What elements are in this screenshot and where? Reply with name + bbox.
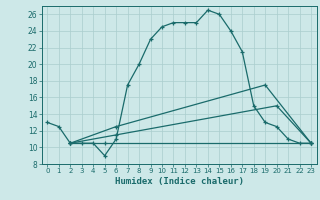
X-axis label: Humidex (Indice chaleur): Humidex (Indice chaleur) [115,177,244,186]
